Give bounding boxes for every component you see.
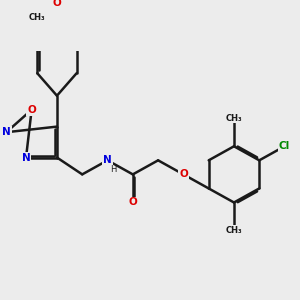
Text: CH₃: CH₃ [29, 13, 46, 22]
Text: N: N [22, 152, 30, 163]
Text: N: N [103, 155, 112, 165]
Text: N: N [2, 127, 11, 137]
Text: O: O [128, 197, 137, 208]
Text: O: O [179, 169, 188, 179]
Text: H: H [110, 165, 117, 174]
Text: O: O [52, 0, 61, 8]
Text: CH₃: CH₃ [226, 226, 242, 235]
Text: O: O [27, 105, 36, 115]
Text: CH₃: CH₃ [226, 114, 242, 123]
Text: Cl: Cl [279, 141, 290, 151]
